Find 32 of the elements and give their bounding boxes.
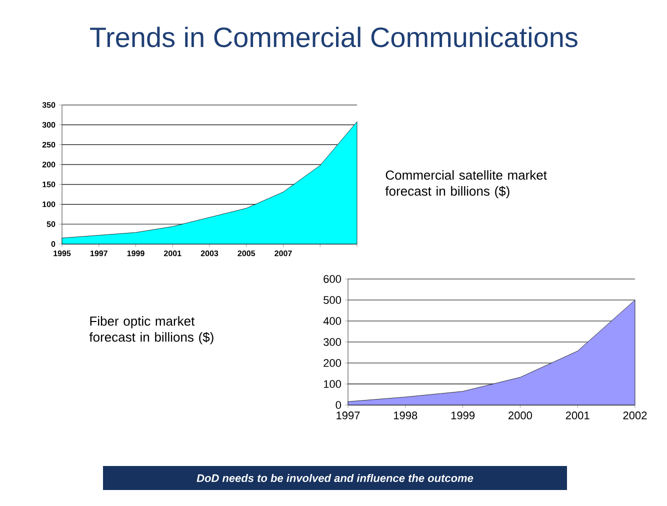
y-tick-label: 500 bbox=[324, 296, 342, 304]
y-tick-label: 0 bbox=[51, 241, 56, 247]
x-tick-label: 2005 bbox=[238, 250, 256, 256]
text: Fiber optic market forecast in billions ($) bbox=[89, 316, 214, 344]
x-tick-label: 1998 bbox=[394, 412, 418, 420]
x-tick-label: 2003 bbox=[200, 250, 218, 256]
x-tick-label: 2002 bbox=[623, 412, 647, 420]
y-tick-label: 200 bbox=[324, 359, 342, 367]
y-tick-label: 150 bbox=[42, 182, 56, 188]
x-tick-label: 1999 bbox=[451, 412, 475, 420]
y-tick-label: 0 bbox=[336, 401, 342, 409]
y-tick-label: 100 bbox=[42, 201, 56, 208]
text: DoD needs to be involved and influence the outcome bbox=[196, 474, 474, 482]
x-tick-label: 1999 bbox=[127, 250, 144, 256]
y-tick-label: 250 bbox=[42, 142, 56, 148]
y-tick-label: 200 bbox=[42, 162, 56, 168]
chart-title: Trends in Commercial Communications bbox=[90, 26, 578, 48]
x-tick-label: 1997 bbox=[336, 412, 360, 420]
y-tick-label: 100 bbox=[324, 380, 342, 388]
y-tick-label: 300 bbox=[324, 338, 342, 346]
x-tick-label: 2007 bbox=[274, 250, 292, 256]
x-tick-label: 1995 bbox=[54, 250, 71, 256]
y-tick-label: 350 bbox=[42, 102, 56, 108]
y-tick-label: 600 bbox=[324, 275, 342, 283]
x-tick-label: 1997 bbox=[90, 250, 108, 256]
x-tick-label: 2000 bbox=[508, 412, 532, 420]
text: Commercial satellite market forecast in billions ($) bbox=[385, 170, 547, 198]
y-tick-label: 400 bbox=[323, 317, 342, 325]
y-tick-label: 300 bbox=[42, 122, 56, 128]
x-tick-label: 2001 bbox=[164, 250, 182, 256]
x-tick-label: 2001 bbox=[566, 412, 590, 420]
y-tick-label: 50 bbox=[46, 221, 56, 227]
